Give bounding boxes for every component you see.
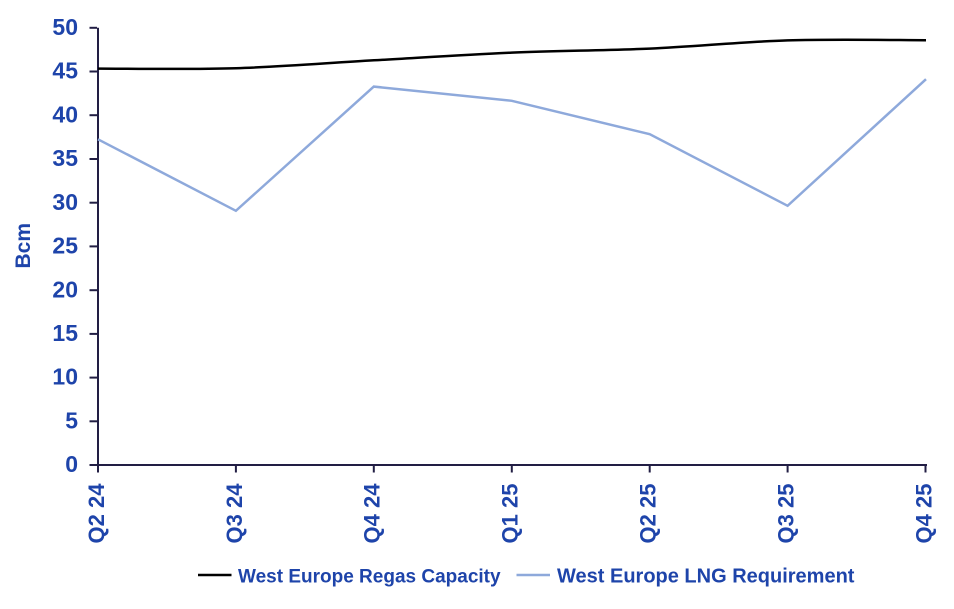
- svg-text:30: 30: [52, 189, 78, 215]
- svg-text:West Europe Regas Capacity: West Europe Regas Capacity: [238, 567, 501, 588]
- svg-text:Q1 25: Q1 25: [498, 484, 523, 544]
- svg-text:50: 50: [52, 14, 78, 40]
- svg-text:10: 10: [52, 364, 78, 390]
- svg-text:25: 25: [52, 233, 78, 259]
- svg-text:15: 15: [52, 320, 78, 346]
- svg-text:Q4 24: Q4 24: [360, 483, 385, 544]
- svg-text:20: 20: [52, 276, 78, 302]
- svg-text:Q4 25: Q4 25: [911, 484, 936, 544]
- svg-text:45: 45: [52, 58, 78, 84]
- svg-text:Q3 25: Q3 25: [774, 484, 799, 544]
- svg-text:0: 0: [65, 451, 78, 477]
- svg-text:Q2 25: Q2 25: [636, 484, 661, 544]
- svg-text:Q2 24: Q2 24: [84, 483, 109, 544]
- svg-text:Q3 24: Q3 24: [222, 483, 247, 544]
- svg-text:35: 35: [52, 145, 78, 171]
- svg-text:West Europe LNG Requirement: West Europe LNG Requirement: [557, 566, 855, 588]
- svg-text:5: 5: [65, 407, 78, 433]
- svg-text:Bcm: Bcm: [12, 223, 35, 269]
- svg-text:40: 40: [52, 101, 78, 127]
